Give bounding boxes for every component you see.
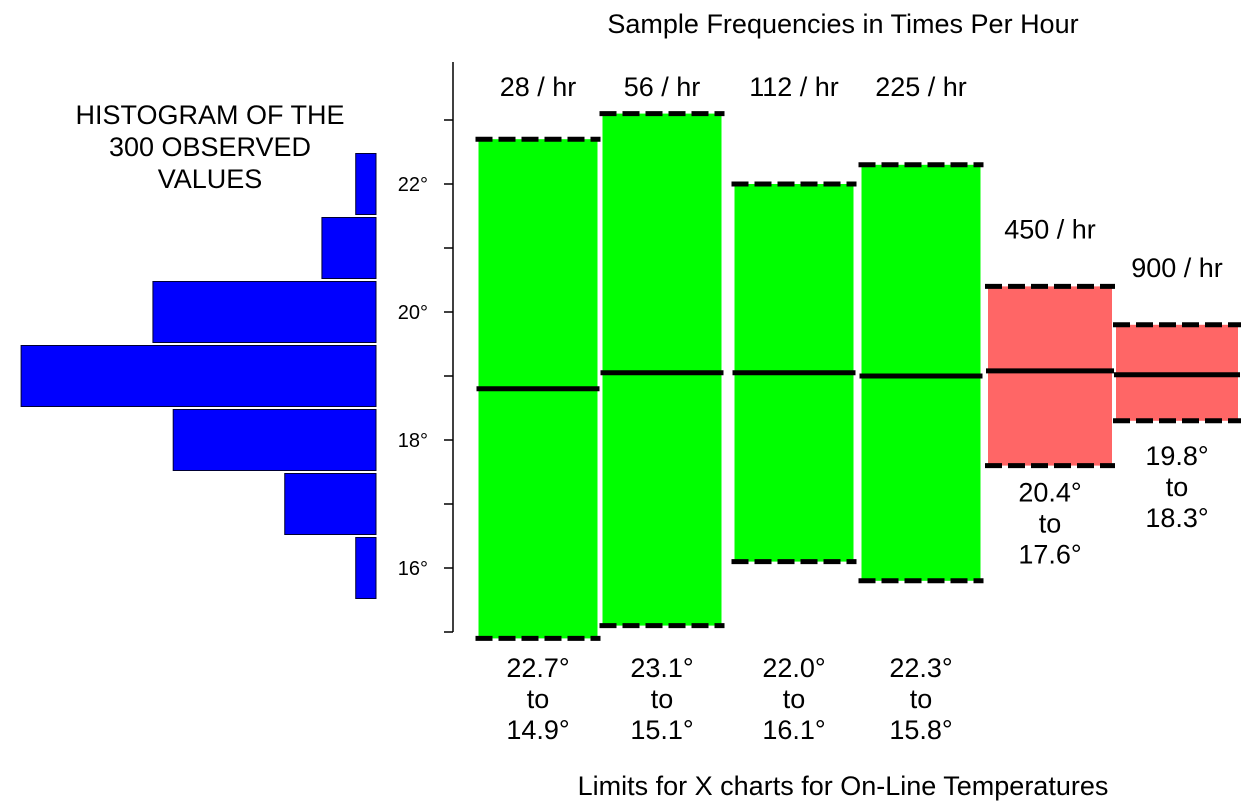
y-tick-label: 22° <box>398 174 428 196</box>
limit-box <box>861 164 981 581</box>
histogram-bar <box>172 409 377 471</box>
limit-label: 16.1° <box>762 715 825 745</box>
y-axis: 16° 18° 20° 22° <box>398 62 454 633</box>
histogram-bar <box>355 537 377 599</box>
histogram-title: HISTOGRAM OF THE 300 OBSERVED VALUES <box>75 100 344 194</box>
histogram-bar <box>152 281 377 343</box>
frequency-label: 450 / hr <box>1004 214 1096 244</box>
limit-label: 15.1° <box>630 715 693 745</box>
limit-label: 20.4° <box>1018 478 1081 508</box>
frequency-label: 56 / hr <box>624 72 701 102</box>
limit-label: 23.1° <box>630 653 693 683</box>
chart-footer: Limits for X charts for On-Line Temperat… <box>578 771 1109 801</box>
limit-label: 14.9° <box>506 715 569 745</box>
limit-box <box>602 113 722 626</box>
frequency-label: 900 / hr <box>1131 253 1223 283</box>
limit-label: to <box>651 684 674 714</box>
limit-label: 22.7° <box>506 653 569 683</box>
frequency-label: 112 / hr <box>749 72 839 102</box>
limit-label: to <box>527 684 550 714</box>
histogram <box>20 153 377 599</box>
limit-label: 18.3° <box>1145 503 1208 533</box>
limit-label: 22.0° <box>762 653 825 683</box>
histogram-title-line: VALUES <box>158 164 263 194</box>
limit-label: 15.8° <box>889 715 952 745</box>
histogram-bar <box>20 345 377 407</box>
y-tick-label: 20° <box>398 302 428 324</box>
limit-label: to <box>783 684 806 714</box>
limit-label: 17.6° <box>1018 540 1081 570</box>
limit-box <box>988 286 1112 466</box>
limit-label: 22.3° <box>889 653 952 683</box>
histogram-bar <box>321 217 377 279</box>
frequency-label: 28 / hr <box>500 72 577 102</box>
y-tick-label: 18° <box>398 430 428 452</box>
histogram-bar <box>284 473 377 535</box>
chart-title: Sample Frequencies in Times Per Hour <box>607 9 1078 39</box>
histogram-title-line: 300 OBSERVED <box>109 132 311 162</box>
y-tick-label: 16° <box>398 558 428 580</box>
limit-label: to <box>1039 509 1062 539</box>
limit-label: 19.8° <box>1145 441 1208 471</box>
histogram-title-line: HISTOGRAM OF THE <box>75 100 344 130</box>
limit-label: to <box>1166 472 1189 502</box>
histogram-bar <box>355 153 377 215</box>
limit-label: to <box>910 684 933 714</box>
frequency-label: 225 / hr <box>875 72 967 102</box>
